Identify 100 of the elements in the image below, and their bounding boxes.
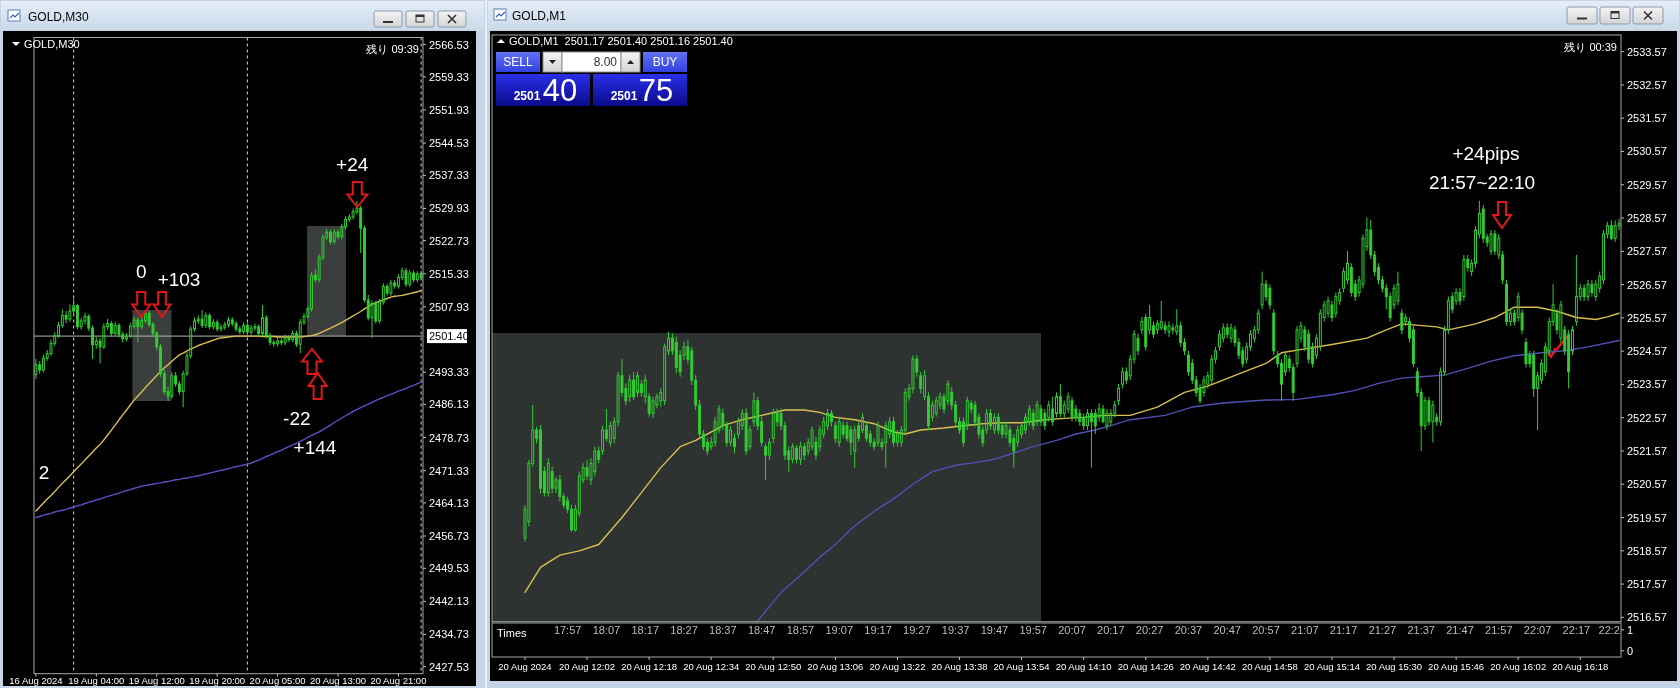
candlestick bbox=[752, 391, 756, 428]
x2-tick-label: 18:17 bbox=[631, 624, 660, 636]
candlestick bbox=[1462, 254, 1466, 302]
candlestick bbox=[1318, 308, 1322, 352]
x-tick-label: 20 Aug 13:54 bbox=[993, 660, 1050, 672]
candlestick bbox=[253, 323, 257, 332]
candlestick bbox=[1524, 337, 1528, 368]
candlestick bbox=[1078, 408, 1082, 427]
annotation: 40 bbox=[542, 72, 578, 108]
y-tick-label: 2526.57 bbox=[1627, 278, 1667, 291]
x2-tick-label: 20:57 bbox=[1252, 624, 1280, 636]
y-tick-label: 2532.57 bbox=[1627, 78, 1667, 91]
annotation: 8.00 bbox=[593, 55, 618, 69]
x-tick-label: 16 Aug 2024 bbox=[9, 674, 63, 686]
chart-title: GOLD,M1 bbox=[512, 9, 567, 23]
candlestick bbox=[1489, 229, 1493, 256]
candlestick bbox=[1268, 283, 1272, 310]
x-tick-label: 20 Aug 12:18 bbox=[621, 660, 678, 672]
annotation: 2 bbox=[38, 461, 50, 483]
candlestick bbox=[1586, 279, 1590, 302]
candlestick bbox=[1070, 396, 1074, 423]
candlestick bbox=[1349, 262, 1353, 298]
candlestick bbox=[1431, 400, 1435, 443]
candlestick bbox=[1082, 412, 1086, 431]
candlestick bbox=[200, 309, 204, 329]
candlestick bbox=[628, 374, 632, 403]
candlestick bbox=[876, 421, 880, 448]
y-tick-label: 2522.57 bbox=[1627, 411, 1667, 424]
y-tick-label: 2537.33 bbox=[429, 169, 469, 182]
candlestick bbox=[370, 299, 374, 339]
candlestick bbox=[1400, 308, 1404, 335]
chart-subtitle: GOLD,M1 2501.17 2501.40 2501.16 2501.40 bbox=[509, 35, 733, 47]
y-tick-label: 2529.93 bbox=[429, 202, 469, 215]
x-tick-label: 19 Aug 04:00 bbox=[68, 674, 125, 686]
y-tick-label: 2515.33 bbox=[429, 267, 469, 280]
candlestick bbox=[1229, 323, 1233, 343]
candlestick bbox=[849, 425, 853, 456]
y-tick-label: 2544.53 bbox=[429, 137, 469, 150]
x2-tick-label: 21:47 bbox=[1446, 624, 1474, 636]
candlestick bbox=[1217, 329, 1221, 352]
annotation: BUY bbox=[652, 55, 678, 69]
x-tick-label: 20 Aug 05:00 bbox=[249, 674, 306, 686]
x-tick-label: 20 Aug 15:14 bbox=[1303, 660, 1360, 672]
x-tick-label: 20 Aug 14:26 bbox=[1117, 660, 1174, 672]
y-tick-label: 2493.33 bbox=[429, 366, 469, 379]
candlestick bbox=[884, 421, 888, 469]
candlestick bbox=[764, 442, 767, 481]
candlestick bbox=[64, 310, 68, 324]
candlestick bbox=[1326, 296, 1330, 319]
y-tick-label: 2524.57 bbox=[1627, 345, 1667, 358]
x2-tick-label: 21:07 bbox=[1291, 624, 1319, 636]
annotation: -22 bbox=[283, 407, 311, 429]
y-tick-label: 2523.57 bbox=[1627, 378, 1667, 391]
x-tick-label: 20 Aug 13:22 bbox=[869, 660, 926, 672]
annotation: 0 bbox=[135, 260, 147, 282]
chart-subtitle: GOLD,M30 bbox=[24, 38, 80, 50]
candlestick bbox=[1260, 271, 1264, 310]
x-tick-label: 20 Aug 13:06 bbox=[807, 660, 864, 672]
candlestick bbox=[1493, 229, 1497, 256]
x-tick-label: 19 Aug 12:00 bbox=[128, 674, 185, 686]
x-tick-label: 20 Aug 16:02 bbox=[1490, 660, 1547, 672]
candlestick bbox=[546, 457, 550, 498]
x2-tick-label: 18:37 bbox=[709, 624, 737, 636]
candlestick bbox=[389, 279, 393, 297]
y-tick-label: 2528.57 bbox=[1627, 212, 1667, 225]
candlestick bbox=[287, 334, 291, 343]
candlestick bbox=[234, 320, 238, 333]
x2-tick-label: 18:27 bbox=[670, 624, 698, 636]
x2-tick-label: 19:57 bbox=[1019, 624, 1047, 636]
y-tick-label: 0 bbox=[1627, 644, 1634, 657]
x2-tick-label: 19:47 bbox=[980, 624, 1009, 636]
candlestick bbox=[1105, 408, 1109, 431]
candlestick bbox=[1074, 404, 1078, 423]
y-tick-label: 2521.57 bbox=[1627, 444, 1667, 457]
candlestick bbox=[651, 396, 655, 419]
annotation: +103 bbox=[157, 268, 201, 290]
x-tick-label: 20 Aug 12:50 bbox=[745, 660, 802, 672]
candlestick bbox=[261, 304, 264, 337]
x2-tick-label: 21:57 bbox=[1485, 624, 1513, 636]
x2-tick-label: 20:27 bbox=[1135, 624, 1164, 636]
y-tick-label: 2427.53 bbox=[429, 660, 469, 673]
y-tick-label: 2520.57 bbox=[1627, 478, 1667, 491]
x2-tick-label: 22:17 bbox=[1562, 624, 1591, 636]
y-tick-label: 2527.57 bbox=[1627, 245, 1667, 258]
x-tick-label: 20 Aug 14:42 bbox=[1179, 660, 1236, 672]
y-tick-label: 2531.57 bbox=[1627, 112, 1667, 125]
candlestick bbox=[68, 303, 72, 323]
candlestick bbox=[34, 358, 38, 380]
x2-tick-label: 18:07 bbox=[592, 624, 621, 636]
candlestick bbox=[1093, 408, 1097, 435]
annotation: 75 bbox=[638, 72, 674, 108]
candlestick bbox=[1167, 321, 1171, 338]
candlestick bbox=[1163, 321, 1167, 335]
y-tick-label: 2517.57 bbox=[1627, 578, 1667, 591]
candlestick bbox=[744, 407, 748, 456]
x-tick-label: 20 Aug 16:18 bbox=[1552, 660, 1609, 672]
x2-tick-label: 21:27 bbox=[1368, 624, 1397, 636]
candlestick bbox=[1109, 408, 1113, 427]
y-tick-label: 2434.73 bbox=[429, 628, 469, 641]
x-tick-label: 20 Aug 14:10 bbox=[1055, 660, 1112, 672]
